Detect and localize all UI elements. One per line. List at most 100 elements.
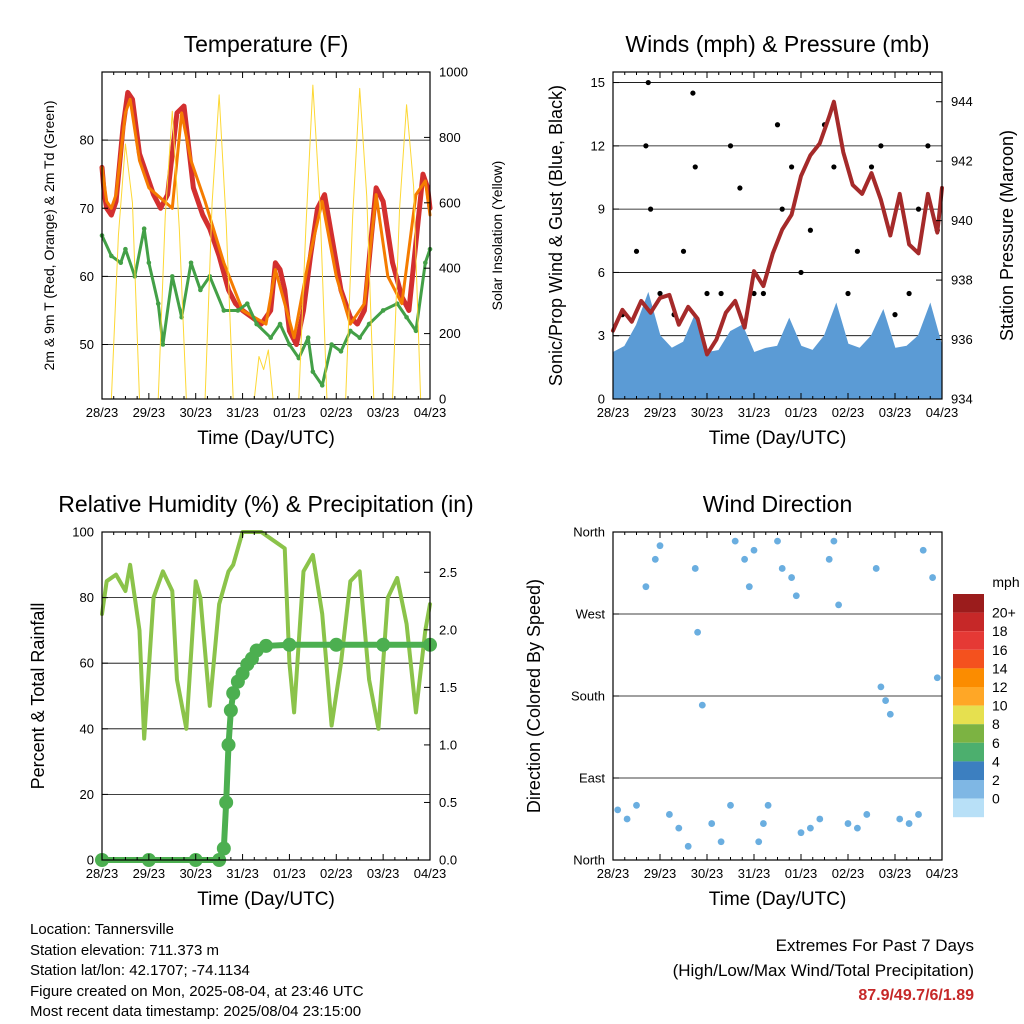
data-point <box>915 811 922 818</box>
data-point <box>404 314 409 320</box>
y-tick-label: 0 <box>87 853 94 868</box>
legend-swatch <box>953 742 984 762</box>
chart-title: Wind Direction <box>703 491 853 517</box>
x-tick-label: 31/23 <box>738 866 771 881</box>
legend-title: mph <box>992 574 1019 590</box>
data-point <box>778 565 786 572</box>
x-tick-label: 04/23 <box>414 866 447 881</box>
data-point <box>737 185 743 191</box>
legend-label: 10 <box>992 698 1008 714</box>
data-point <box>680 248 687 254</box>
data-point <box>277 321 283 327</box>
x-tick-label: 01/23 <box>785 866 818 881</box>
data-point <box>310 369 316 375</box>
legend-swatch <box>953 612 984 632</box>
y-tick-label: 12 <box>591 138 605 153</box>
data-point <box>633 248 640 254</box>
data-point <box>835 601 842 609</box>
x-tick-label: 04/23 <box>414 405 447 420</box>
y2-tick-label: 0.5 <box>439 795 457 810</box>
legend-label: 4 <box>992 753 1000 769</box>
x-tick-label: 30/23 <box>691 866 724 881</box>
series-line <box>100 530 432 741</box>
x-tick-label: 28/23 <box>597 866 630 881</box>
data-point <box>648 206 654 212</box>
data-point <box>645 79 651 86</box>
data-point <box>886 710 894 718</box>
y-tick-label: 20 <box>80 787 94 802</box>
data-point <box>825 555 833 563</box>
data-point <box>329 342 334 347</box>
y-tick-label: 50 <box>80 337 94 352</box>
y2-tick-label: 2.0 <box>439 622 457 637</box>
y-tick-label: 100 <box>72 525 94 540</box>
y2-axis-label: Station Pressure (Maroon) <box>997 130 1017 341</box>
x-tick-label: 30/23 <box>179 866 212 881</box>
y-tick-label: 70 <box>80 201 94 216</box>
y2-tick-label: 0.0 <box>439 853 457 868</box>
y2-tick-label: 1.5 <box>439 680 457 695</box>
data-point <box>774 537 781 545</box>
y-tick-label: East <box>579 771 605 786</box>
legend-label: 2 <box>992 772 1000 788</box>
data-point <box>718 290 724 297</box>
extremes-values: 87.9/49.7/6/1.89 <box>858 987 974 1004</box>
y2-tick-label: 942 <box>951 154 973 169</box>
data-point <box>854 248 861 254</box>
data-point <box>118 260 124 266</box>
y2-tick-label: 1.0 <box>439 737 457 752</box>
legend-swatch <box>953 724 984 743</box>
x-tick-label: 02/23 <box>832 866 865 881</box>
y2-tick-label: 944 <box>951 94 973 109</box>
y-tick-label: 6 <box>598 265 605 280</box>
y2-tick-label: 400 <box>439 261 461 276</box>
x-tick-label: 28/23 <box>86 866 119 881</box>
data-point <box>915 206 922 212</box>
x-tick-label: 02/23 <box>320 405 353 420</box>
data-point <box>376 637 391 652</box>
elevation-text: Station elevation: 711.373 m <box>30 941 220 959</box>
data-point <box>366 321 372 327</box>
data-point <box>169 274 175 279</box>
data-point <box>896 815 904 823</box>
x-tick-label: 29/23 <box>133 866 166 881</box>
data-point <box>863 811 871 818</box>
x-axis-label: Time (Day/UTC) <box>197 428 335 449</box>
legend-label: 16 <box>992 642 1008 658</box>
x-tick-label: 03/23 <box>879 405 912 420</box>
data-point <box>643 143 649 149</box>
x-tick-label: 28/23 <box>86 405 119 420</box>
data-point <box>675 824 683 832</box>
data-point <box>348 328 353 334</box>
data-point <box>919 546 927 554</box>
data-point <box>221 737 236 752</box>
y-tick-label: 0 <box>598 392 605 407</box>
recent-data-text: Most recent data timestamp: 2025/08/04 2… <box>30 1003 362 1020</box>
data-point <box>141 226 147 231</box>
y-axis-label: Sonic/Prop Wind & Gust (Blue, Black) <box>546 85 566 386</box>
data-point <box>877 683 885 691</box>
y-tick-label: 3 <box>598 328 605 343</box>
data-point <box>830 537 838 545</box>
x-axis-label: Time (Day/UTC) <box>197 889 335 910</box>
legend-swatch <box>953 798 984 818</box>
x-axis-label: Time (Day/UTC) <box>709 889 847 910</box>
wind-speed-area <box>612 291 943 400</box>
data-point <box>779 206 785 212</box>
data-point <box>792 592 800 600</box>
data-point <box>235 308 241 313</box>
data-point <box>244 301 250 306</box>
chart-title: Temperature (F) <box>184 31 349 57</box>
legend-swatch <box>953 649 984 669</box>
x-tick-label: 02/23 <box>832 405 865 420</box>
data-point <box>751 290 757 297</box>
series-line <box>611 99 944 357</box>
data-point <box>268 335 273 340</box>
data-point <box>698 701 706 709</box>
y2-tick-label: 2.5 <box>439 565 457 580</box>
legend-swatch <box>953 687 984 706</box>
data-point <box>226 686 241 701</box>
data-point <box>219 795 234 810</box>
data-point <box>774 122 781 128</box>
